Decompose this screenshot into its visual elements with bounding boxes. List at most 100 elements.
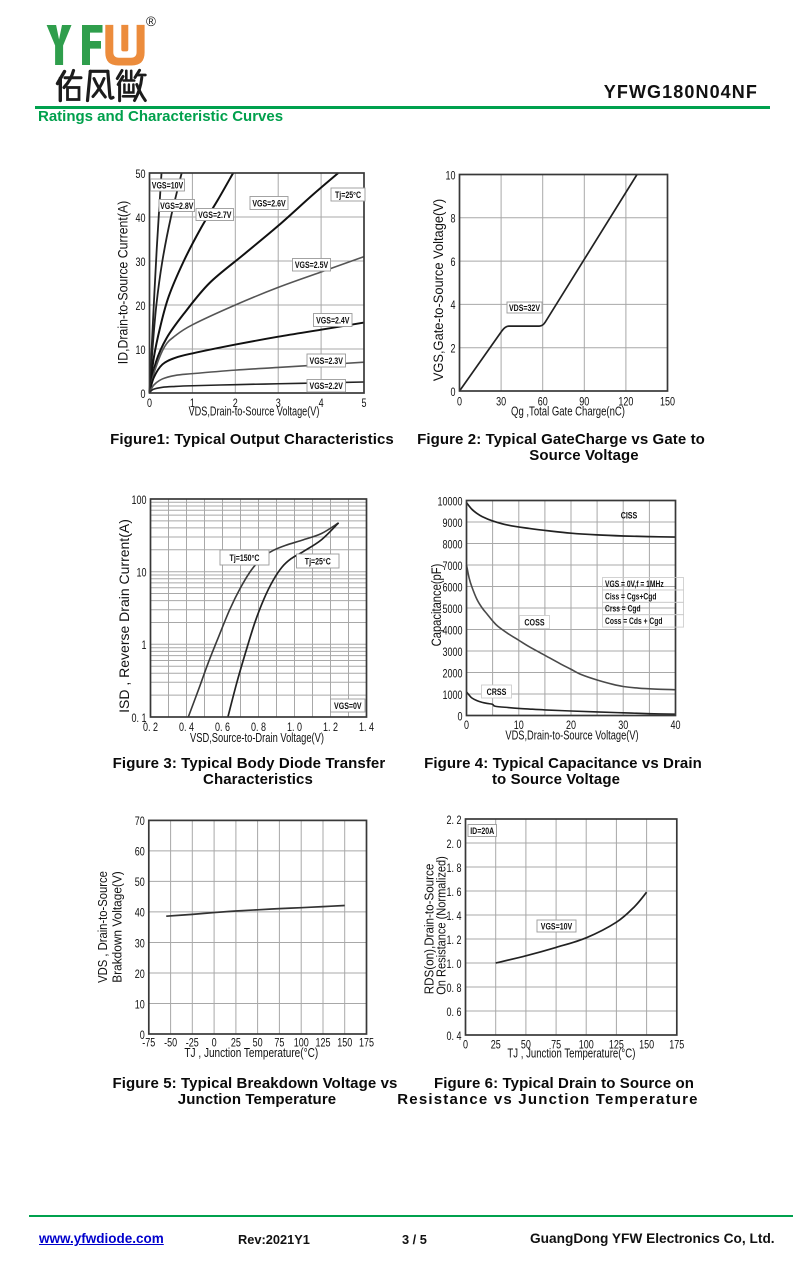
svg-text:3: 3 xyxy=(276,397,281,411)
svg-text:Qg ,Total Gate Charge(nC): Qg ,Total Gate Charge(nC) xyxy=(511,405,625,419)
svg-text:25: 25 xyxy=(491,1038,501,1052)
svg-text:30: 30 xyxy=(135,937,145,951)
svg-text:0. 8: 0. 8 xyxy=(251,721,266,735)
svg-text:VGS,Gate-to-Source Voltage(V): VGS,Gate-to-Source Voltage(V) xyxy=(430,199,446,381)
svg-text:Tj=25°C: Tj=25°C xyxy=(305,555,331,566)
svg-text:50: 50 xyxy=(521,1038,531,1052)
svg-text:0: 0 xyxy=(450,386,455,400)
svg-text:0: 0 xyxy=(464,719,469,733)
svg-text:10: 10 xyxy=(135,998,145,1012)
svg-text:0: 0 xyxy=(463,1038,468,1052)
svg-text:125: 125 xyxy=(315,1036,330,1050)
svg-text:4000: 4000 xyxy=(442,624,462,638)
svg-text:Crss = Cgd: Crss = Cgd xyxy=(605,604,641,614)
svg-text:4: 4 xyxy=(319,397,324,411)
svg-text:2. 2: 2. 2 xyxy=(447,814,462,828)
svg-text:10: 10 xyxy=(445,169,455,183)
svg-text:1. 6: 1. 6 xyxy=(447,886,462,900)
svg-text:5000: 5000 xyxy=(442,603,462,617)
svg-text:8: 8 xyxy=(450,212,455,226)
svg-text:0. 1: 0. 1 xyxy=(132,712,147,726)
svg-text:VGS=2.2V: VGS=2.2V xyxy=(310,380,344,391)
svg-text:10: 10 xyxy=(135,344,145,358)
svg-text:2: 2 xyxy=(450,342,455,356)
svg-text:RDS(on),Drain-to-Source: RDS(on),Drain-to-Source xyxy=(422,864,437,995)
svg-text:1. 0: 1. 0 xyxy=(447,958,462,972)
svg-text:0: 0 xyxy=(457,395,462,409)
svg-text:20: 20 xyxy=(135,300,145,314)
svg-text:0: 0 xyxy=(140,1029,145,1043)
svg-text:-50: -50 xyxy=(164,1036,177,1050)
svg-text:30: 30 xyxy=(496,395,506,409)
svg-text:0. 8: 0. 8 xyxy=(447,982,462,996)
svg-text:ID,Drain-to-Source Current(A): ID,Drain-to-Source Current(A) xyxy=(115,201,131,364)
svg-text:20: 20 xyxy=(566,719,576,733)
svg-text:0: 0 xyxy=(457,710,462,724)
svg-text:10: 10 xyxy=(514,719,524,733)
svg-text:30: 30 xyxy=(618,719,628,733)
svg-text:75: 75 xyxy=(551,1038,561,1052)
svg-text:175: 175 xyxy=(669,1038,684,1052)
svg-text:150: 150 xyxy=(639,1038,654,1052)
svg-text:VGS=2.3V: VGS=2.3V xyxy=(310,355,344,366)
svg-text:9000: 9000 xyxy=(442,517,462,531)
svg-text:3000: 3000 xyxy=(442,646,462,660)
svg-text:1: 1 xyxy=(190,397,195,411)
svg-text:Ciss = Cgs+Cgd: Ciss = Cgs+Cgd xyxy=(605,591,657,601)
svg-text:100: 100 xyxy=(579,1038,594,1052)
svg-text:Coss = Cds + Cgd: Coss = Cds + Cgd xyxy=(605,616,662,626)
svg-text:On Resistance (Normalized): On Resistance (Normalized) xyxy=(433,856,448,995)
svg-text:1000: 1000 xyxy=(442,689,462,703)
svg-text:150: 150 xyxy=(660,395,675,409)
svg-text:1. 0: 1. 0 xyxy=(287,721,302,735)
svg-text:0. 6: 0. 6 xyxy=(447,1006,462,1020)
svg-text:0. 6: 0. 6 xyxy=(215,721,230,735)
svg-text:7000: 7000 xyxy=(442,560,462,574)
svg-text:VDS,Drain-to-Source Voltage(V): VDS,Drain-to-Source Voltage(V) xyxy=(189,405,320,419)
svg-text:6000: 6000 xyxy=(442,581,462,595)
svg-text:COSS: COSS xyxy=(524,616,544,627)
svg-text:120: 120 xyxy=(618,395,633,409)
svg-text:VGS=2.6V: VGS=2.6V xyxy=(252,197,286,208)
svg-text:Capacitance(pF): Capacitance(pF) xyxy=(429,564,444,647)
svg-text:25: 25 xyxy=(231,1036,241,1050)
svg-text:0. 2: 0. 2 xyxy=(143,721,158,735)
svg-text:60: 60 xyxy=(538,395,548,409)
svg-text:2: 2 xyxy=(233,397,238,411)
svg-text:VGS=2.7V: VGS=2.7V xyxy=(198,209,232,220)
svg-text:1. 2: 1. 2 xyxy=(447,934,462,948)
svg-text:0. 4: 0. 4 xyxy=(179,721,194,735)
svg-text:60: 60 xyxy=(135,846,145,860)
svg-text:4: 4 xyxy=(450,299,455,313)
svg-text:50: 50 xyxy=(253,1036,263,1050)
svg-text:40: 40 xyxy=(135,212,145,226)
svg-text:TJ , Junction Temperature(°C): TJ , Junction Temperature(°C) xyxy=(507,1047,635,1061)
svg-text:VDS , Drain-to-Source: VDS , Drain-to-Source xyxy=(96,871,111,983)
svg-text:VGS=10V: VGS=10V xyxy=(541,920,573,931)
svg-text:VGS = 0V,f = 1MHz: VGS = 0V,f = 1MHz xyxy=(605,579,664,589)
svg-text:20: 20 xyxy=(135,968,145,982)
svg-text:®: ® xyxy=(146,14,156,29)
svg-text:ISD , Reverse Drain Current(A): ISD , Reverse Drain Current(A) xyxy=(116,519,132,713)
svg-text:10: 10 xyxy=(136,566,146,580)
svg-text:TJ , Junction Temperature(°C): TJ , Junction Temperature(°C) xyxy=(184,1046,318,1061)
svg-text:VDS,Drain-to-Source Voltage(V): VDS,Drain-to-Source Voltage(V) xyxy=(505,729,638,743)
svg-text:VGS=0V: VGS=0V xyxy=(334,700,362,711)
svg-text:100: 100 xyxy=(294,1036,309,1050)
svg-text:50: 50 xyxy=(135,168,145,182)
svg-text:90: 90 xyxy=(579,395,589,409)
svg-text:VDS=32V: VDS=32V xyxy=(509,302,540,313)
svg-text:1. 4: 1. 4 xyxy=(359,721,374,735)
svg-text:40: 40 xyxy=(670,719,680,733)
svg-text:0: 0 xyxy=(212,1036,217,1050)
svg-text:125: 125 xyxy=(609,1038,624,1052)
svg-text:1. 2: 1. 2 xyxy=(323,721,338,735)
svg-text:VGS=10V: VGS=10V xyxy=(152,179,184,190)
svg-text:30: 30 xyxy=(135,256,145,270)
svg-text:Tj=25°C: Tj=25°C xyxy=(335,189,361,200)
svg-text:50: 50 xyxy=(135,876,145,890)
svg-text:CRSS: CRSS xyxy=(487,686,507,697)
svg-text:8000: 8000 xyxy=(442,538,462,552)
svg-text:-75: -75 xyxy=(142,1036,155,1050)
svg-text:6: 6 xyxy=(450,256,455,270)
